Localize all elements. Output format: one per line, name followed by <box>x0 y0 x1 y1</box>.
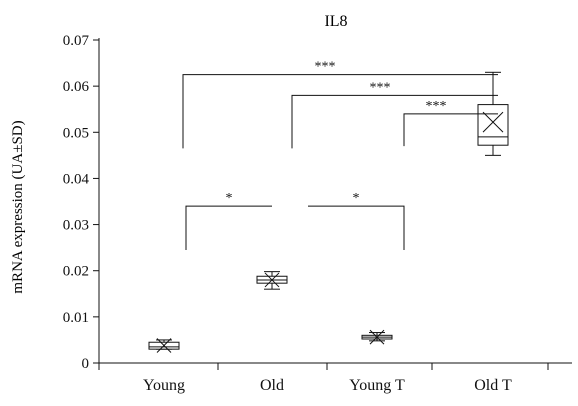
significance-bracket <box>182 74 498 149</box>
y-tick-label: 0 <box>82 356 90 372</box>
y-tick-label: 0.04 <box>63 171 90 187</box>
significance-label: * <box>353 191 360 206</box>
significance-bracket <box>291 94 498 149</box>
y-tick-label: 0.01 <box>63 310 89 326</box>
y-tick-label: 0.05 <box>63 125 89 141</box>
y-axis-label: mRNA expression (UA±SD) <box>10 120 26 293</box>
mean-marker <box>369 329 385 345</box>
y-tick-label: 0.06 <box>63 79 90 95</box>
mean-marker <box>264 272 280 288</box>
x-tick-label: Old T <box>474 377 512 394</box>
significance-bracket <box>308 205 405 250</box>
y-tick-label: 0.03 <box>63 218 89 234</box>
mean-marker <box>482 111 504 133</box>
significance-bracket <box>403 113 498 147</box>
y-tick-label: 0.07 <box>63 33 90 49</box>
significance-label: *** <box>370 80 391 95</box>
x-tick-label: Young <box>143 377 185 394</box>
mean-marker <box>156 338 172 353</box>
chart-title: IL8 <box>324 13 347 30</box>
significance-label: *** <box>426 99 447 114</box>
plot-area: 0 0.01 0.02 0.03 0.04 0.05 0.06 0.07 Young Old You… <box>63 33 572 394</box>
significance-bracket <box>185 205 272 250</box>
x-tick-label: Young T <box>349 377 405 394</box>
significance-label: *** <box>315 60 336 75</box>
x-tick-label: Old <box>260 377 284 394</box>
y-tick-label: 0.02 <box>63 264 89 280</box>
significance-label: * <box>226 191 233 206</box>
box-iqr <box>477 104 509 146</box>
